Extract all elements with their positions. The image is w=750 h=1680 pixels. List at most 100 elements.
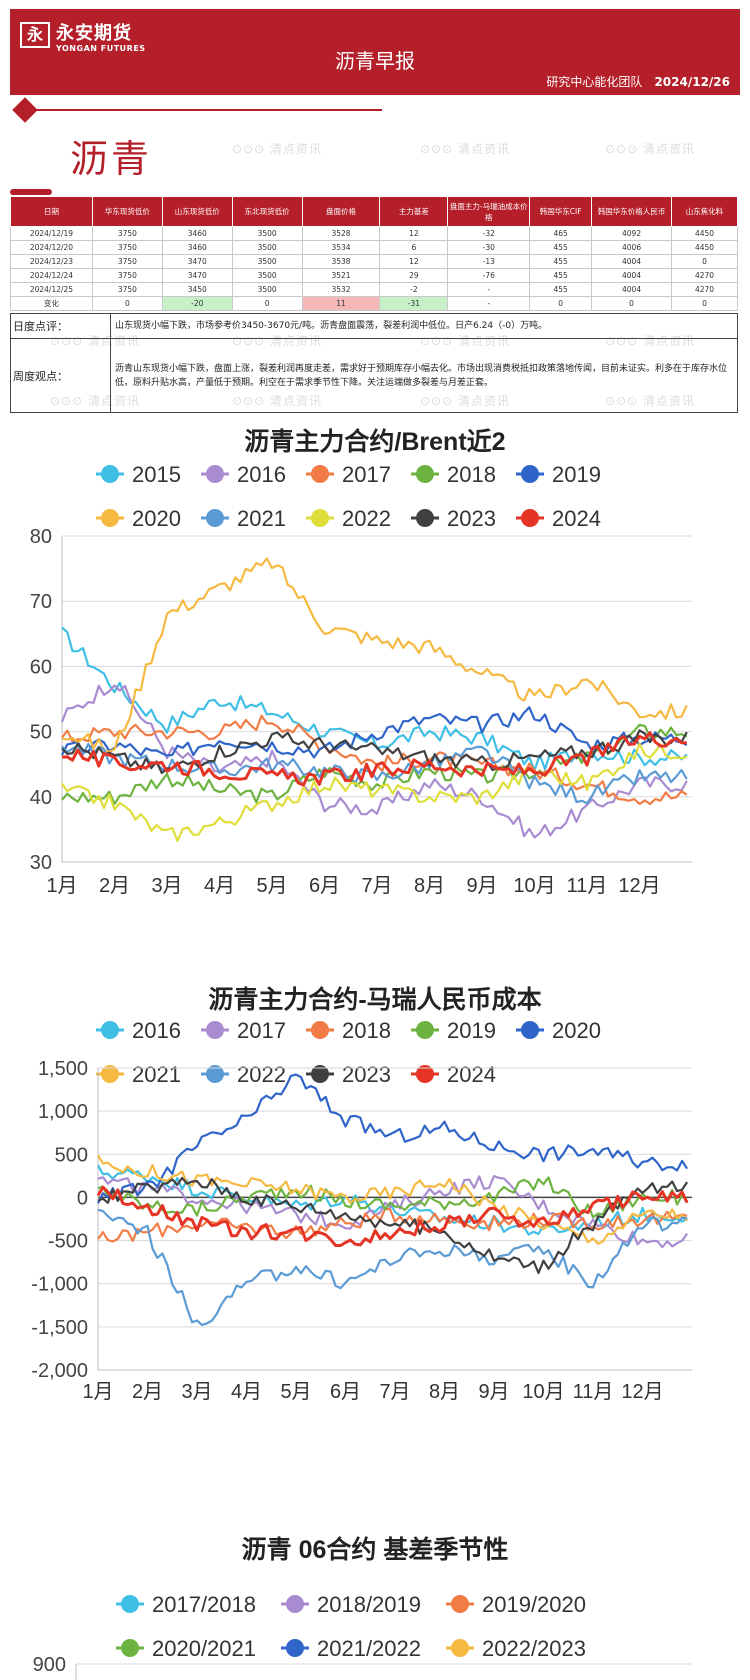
legend-label: 2017/2018: [152, 1592, 256, 1617]
watermark: ⊙⊙⊙ 清点资讯: [232, 334, 322, 348]
legend-item: 2018/2019: [281, 1592, 421, 1617]
series-line: [61, 742, 688, 842]
table-cell: 4450: [671, 226, 738, 241]
table-cell: 2024/12/25: [10, 282, 93, 297]
x-tick-label: 4月: [204, 875, 235, 897]
table-cell: 3460: [161, 240, 233, 255]
col-merey-spread: 盘面主力-马瑞油成本价格: [447, 196, 531, 227]
legend-item: 2015: [96, 462, 181, 487]
table-cell: 3500: [231, 268, 303, 283]
legend-marker: [416, 509, 434, 527]
x-tick-label: 3月: [181, 1381, 212, 1403]
table-cell: 2024/12/24: [10, 268, 93, 283]
table-cell: 455: [529, 268, 593, 283]
x-tick-label: 9月: [466, 875, 497, 897]
x-tick-label: 11月: [567, 875, 608, 897]
table-cell: -2: [379, 282, 449, 297]
legend-label: 2022/2023: [482, 1636, 586, 1661]
table-cell: -: [447, 282, 531, 297]
legend-label: 2016: [237, 462, 286, 487]
daily-comment: 日度点评： 山东现货小幅下跌，市场参考价3450-3670元/吨。沥青盘面震荡，…: [10, 313, 738, 339]
logo-mark: 永: [20, 22, 50, 48]
y-tick-label: 1,000: [38, 1101, 88, 1123]
section-title: 沥青: [70, 137, 153, 181]
col-korea-cif: 韩国华东CIF: [529, 196, 593, 227]
legend-marker: [311, 1065, 329, 1083]
table-row: 2024/12/23 3750 3470 3500 3538 12 -13 45…: [10, 254, 738, 269]
legend-marker: [521, 509, 539, 527]
y-tick-label: 60: [30, 656, 52, 678]
x-tick-label: 3月: [151, 875, 182, 897]
legend-item: 2016: [201, 462, 286, 487]
legend-marker: [101, 465, 119, 483]
table-cell: 3470: [161, 268, 233, 283]
x-tick-label: 4月: [231, 1381, 262, 1403]
legend-label: 2020: [132, 506, 181, 531]
y-tick-label: 500: [55, 1144, 88, 1166]
legend-item: 2016: [96, 1018, 181, 1043]
legend-marker: [121, 1639, 139, 1657]
legend-item: 2017: [306, 462, 391, 487]
legend-label: 2018: [342, 1018, 391, 1043]
legend-item: 2018: [411, 462, 496, 487]
table-cell-up: 11: [301, 296, 381, 311]
y-tick-label: 80: [30, 526, 52, 548]
col-shandong-spot: 山东现货低价: [161, 196, 233, 227]
watermark: ⊙⊙⊙ 清点资讯: [420, 394, 510, 408]
legend-item: 2022/2023: [446, 1636, 586, 1661]
table-cell: 4006: [591, 240, 672, 255]
table-cell: 0: [529, 296, 593, 311]
legend-label: 2023: [342, 1062, 391, 1087]
legend-marker: [311, 465, 329, 483]
col-futures-price: 盘面价格: [301, 196, 381, 227]
x-tick-label: 6月: [330, 1381, 361, 1403]
table-cell: 4004: [591, 254, 672, 269]
table-header-row: 日期 华东现货低价 山东现货低价 东北现货低价 盘面价格 主力基差 盘面主力-马…: [10, 196, 738, 227]
weekly-label: 周度观点：: [11, 339, 111, 412]
col-basis: 主力基差: [379, 196, 449, 227]
x-tick-label: 5月: [256, 875, 287, 897]
table-cell: 12: [379, 226, 449, 241]
legend-marker: [101, 1021, 119, 1039]
table-cell: 2024/12/20: [10, 240, 93, 255]
y-tick-label: 1,500: [38, 1058, 88, 1080]
series-line: [97, 1154, 688, 1245]
series-line: [61, 731, 687, 787]
col-date: 日期: [10, 196, 93, 227]
watermark: ⊙⊙⊙ 清点资讯: [50, 394, 140, 408]
x-tick-label: 7月: [379, 1381, 410, 1403]
report-date: 2024/12/26: [654, 75, 730, 89]
table-cell: 3500: [231, 254, 303, 269]
watermark: ⊙⊙⊙ 清点资讯: [50, 334, 140, 348]
series-line: [61, 557, 688, 753]
table-cell: 3450: [161, 282, 233, 297]
watermark: ⊙⊙⊙ 清点资讯: [605, 334, 695, 348]
x-tick-label: 12月: [618, 875, 660, 897]
legend-item: 2020/2021: [116, 1636, 256, 1661]
table-cell: -: [447, 296, 531, 311]
legend-label: 2018/2019: [317, 1592, 421, 1617]
company-logo: 永 永安期货 YONGAN FUTURES: [16, 17, 166, 57]
table-cell: 455: [529, 254, 593, 269]
legend-item: 2019/2020: [446, 1592, 586, 1617]
legend-item: 2023: [411, 506, 496, 531]
legend-item: 2020: [516, 1018, 601, 1043]
legend-marker: [206, 1065, 224, 1083]
legend-marker: [521, 1021, 539, 1039]
table-cell: 0: [591, 296, 672, 311]
table-cell: 变化: [10, 296, 93, 311]
legend-marker: [311, 1021, 329, 1039]
table-cell: 3500: [231, 240, 303, 255]
table-cell: 455: [529, 282, 593, 297]
legend-label: 2021/2022: [317, 1636, 421, 1661]
legend-item: 2017/2018: [116, 1592, 256, 1617]
table-change-row: 变化 0 -20 0 11 -31 - 0 0 0: [10, 296, 738, 311]
table-cell: 2024/12/19: [10, 226, 93, 241]
table-cell: 6: [379, 240, 449, 255]
table-cell: 2024/12/23: [10, 254, 93, 269]
col-northeast-spot: 东北现货低价: [231, 196, 303, 227]
legend-label: 2020/2021: [152, 1636, 256, 1661]
report-header: 永 永安期货 YONGAN FUTURES 沥青早报 研究中心能化团队 2024/…: [10, 9, 740, 95]
table-cell-down: -31: [379, 296, 449, 311]
table-cell: 4004: [591, 268, 672, 283]
